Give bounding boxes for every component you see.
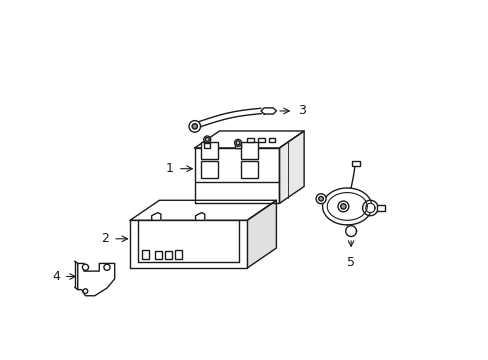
Polygon shape (151, 213, 161, 220)
Polygon shape (194, 148, 279, 203)
Circle shape (340, 204, 346, 209)
Bar (201, 161, 218, 178)
Polygon shape (362, 200, 377, 216)
Circle shape (82, 264, 88, 270)
Bar (235, 144, 241, 148)
Text: 2: 2 (101, 232, 108, 245)
Bar (142, 249, 149, 259)
Circle shape (203, 136, 210, 143)
Circle shape (104, 264, 110, 270)
Circle shape (318, 197, 323, 201)
Circle shape (236, 141, 240, 145)
Bar (164, 251, 172, 259)
Bar (246, 138, 253, 142)
Bar (201, 142, 218, 159)
Polygon shape (326, 193, 366, 220)
Bar (241, 161, 257, 178)
Polygon shape (365, 203, 374, 213)
Bar (268, 138, 275, 142)
Circle shape (83, 289, 87, 293)
Circle shape (189, 121, 200, 132)
Bar (257, 138, 264, 142)
Text: 5: 5 (346, 256, 354, 269)
Bar (174, 249, 182, 259)
Polygon shape (345, 226, 356, 237)
Polygon shape (130, 200, 276, 220)
Circle shape (192, 124, 197, 129)
Polygon shape (261, 108, 276, 114)
Polygon shape (194, 131, 304, 148)
Text: 3: 3 (297, 104, 305, 117)
Circle shape (205, 138, 209, 141)
Bar (377, 205, 384, 211)
Bar (154, 251, 162, 259)
Bar (204, 143, 210, 148)
Circle shape (315, 194, 325, 204)
Text: 4: 4 (52, 270, 60, 283)
Circle shape (337, 201, 348, 212)
Bar (351, 161, 359, 166)
Polygon shape (199, 108, 261, 127)
Text: 1: 1 (165, 162, 173, 175)
Bar (241, 142, 257, 159)
Polygon shape (195, 213, 204, 220)
Polygon shape (322, 188, 371, 225)
Polygon shape (78, 264, 115, 296)
Polygon shape (130, 220, 246, 268)
Polygon shape (246, 200, 276, 268)
Polygon shape (279, 131, 304, 203)
Circle shape (234, 139, 241, 146)
